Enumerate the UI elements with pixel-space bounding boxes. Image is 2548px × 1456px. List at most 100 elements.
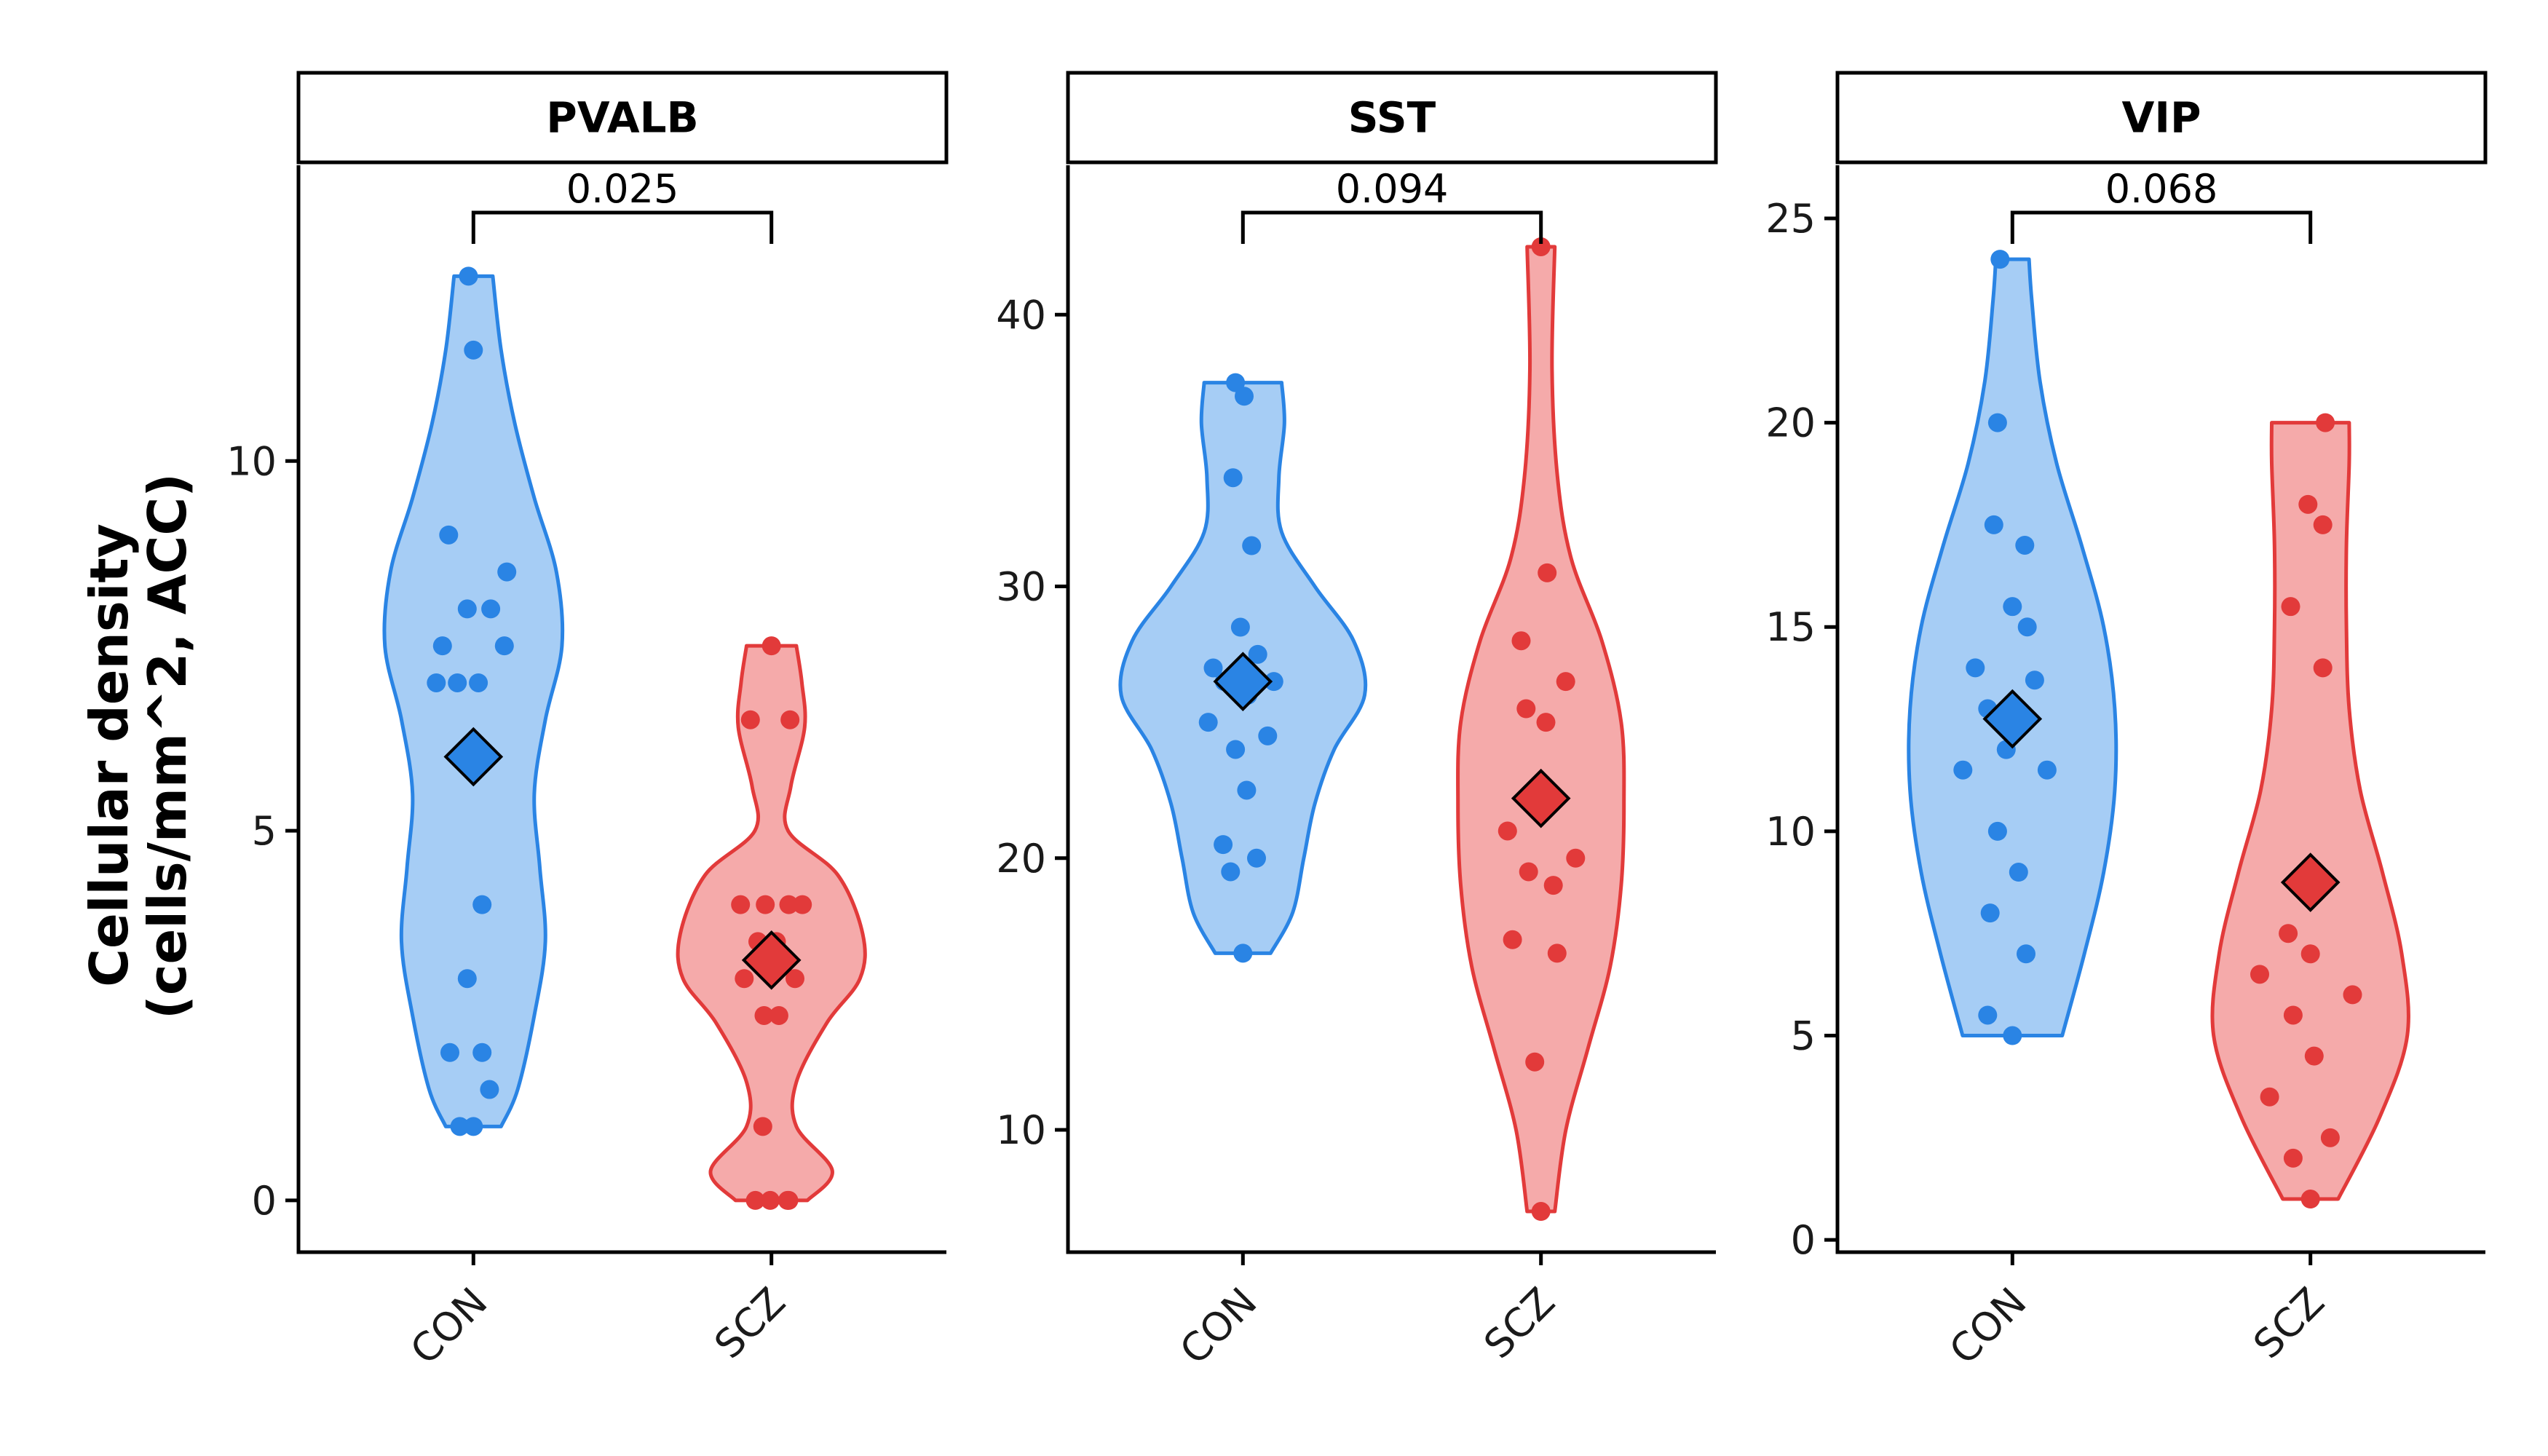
- y-tick-label-sst: 10: [996, 1107, 1046, 1153]
- point-vip-con: [1953, 760, 1973, 780]
- point-vip-con: [2015, 535, 2035, 555]
- point-vip-con: [2003, 597, 2022, 617]
- point-sst-con: [1223, 468, 1243, 488]
- x-tick-label-pvalb-con: CON: [402, 1279, 496, 1374]
- point-pvalb-con: [494, 636, 514, 656]
- point-pvalb-scz: [779, 895, 799, 914]
- point-vip-con: [1984, 515, 2003, 534]
- significance-bracket-sst: [1241, 210, 1543, 244]
- y-tick-label-sst: 20: [996, 836, 1046, 882]
- point-vip-scz: [2313, 515, 2333, 534]
- point-sst-scz: [1543, 876, 1563, 895]
- y-axis-label-line-2: (cells/mm^2, ACC): [137, 473, 198, 1019]
- point-vip-con: [2025, 670, 2044, 690]
- point-pvalb-con: [439, 525, 459, 545]
- point-sst-scz: [1525, 1052, 1545, 1072]
- point-pvalb-con: [459, 266, 478, 286]
- point-sst-con: [1230, 617, 1250, 637]
- point-pvalb-scz: [754, 1005, 774, 1025]
- p-value-vip: 0.068: [2105, 166, 2218, 212]
- point-pvalb-con: [457, 969, 477, 989]
- point-sst-scz: [1566, 848, 1586, 868]
- point-sst-con: [1226, 373, 1246, 392]
- point-pvalb-scz: [761, 1190, 780, 1210]
- point-vip-scz: [2283, 1148, 2303, 1168]
- y-tick-label-vip: 10: [1765, 809, 1816, 855]
- y-tick-label-pvalb: 5: [252, 808, 277, 854]
- point-sst-con: [1221, 862, 1241, 882]
- point-sst-scz: [1511, 631, 1531, 651]
- point-sst-scz: [1519, 862, 1538, 882]
- point-vip-con: [1990, 250, 2010, 269]
- point-vip-scz: [2304, 1046, 2324, 1066]
- point-vip-con: [1966, 658, 1985, 678]
- y-tick-label-vip: 5: [1791, 1013, 1816, 1059]
- point-pvalb-scz: [745, 1190, 765, 1210]
- mean-marker-vip-scz: [2280, 852, 2341, 912]
- significance-bracket-pvalb: [471, 210, 774, 244]
- point-pvalb-scz: [779, 1190, 799, 1210]
- point-sst-con: [1235, 387, 1254, 406]
- p-value-pvalb: 0.025: [566, 166, 679, 212]
- point-vip-con: [2009, 863, 2028, 882]
- point-pvalb-scz: [780, 710, 800, 729]
- x-tick-label-pvalb-scz: SCZ: [705, 1279, 794, 1368]
- point-pvalb-con: [432, 636, 452, 656]
- point-sst-con: [1258, 726, 1278, 745]
- point-sst-scz: [1531, 1202, 1551, 1222]
- strip-vip: [1835, 71, 2488, 165]
- point-sst-con: [1198, 713, 1218, 732]
- point-pvalb-scz: [756, 895, 775, 914]
- y-tick-label-sst: 30: [996, 564, 1046, 610]
- point-sst-scz: [1497, 821, 1517, 841]
- point-vip-con: [2017, 617, 2037, 637]
- point-vip-con: [2003, 1026, 2022, 1045]
- point-pvalb-con: [464, 1117, 483, 1136]
- point-vip-scz: [2279, 924, 2298, 943]
- mean-marker-sst-scz: [1511, 768, 1571, 828]
- point-pvalb-scz: [740, 710, 760, 729]
- panel-vip: VIP 0.068 0 5 10 15 20 25 CON SCZ: [1765, 71, 2488, 1374]
- point-sst-con: [1233, 943, 1253, 963]
- panel-sst: SST 0.094 10 20 30 40 CON SCZ: [996, 71, 1718, 1373]
- point-vip-con: [2017, 944, 2035, 964]
- point-vip-scz: [2281, 597, 2300, 617]
- point-sst-con: [1247, 848, 1266, 868]
- point-vip-con: [1978, 1005, 1998, 1025]
- point-pvalb-con: [450, 1117, 470, 1136]
- x-tick-label-vip-con: CON: [1941, 1279, 2035, 1374]
- panel-pvalb: PVALB 0.025 0 5 10 CON SCZ: [226, 71, 949, 1374]
- point-pvalb-scz: [769, 1005, 788, 1025]
- p-value-sst: 0.094: [1336, 166, 1449, 212]
- strip-pvalb: [296, 71, 949, 165]
- strip-label-vip: VIP: [2122, 93, 2201, 143]
- strip-sst: [1066, 71, 1718, 165]
- point-pvalb-con: [469, 673, 488, 692]
- x-tick-label-vip-scz: SCZ: [2244, 1279, 2333, 1368]
- strip-label-pvalb: PVALB: [546, 93, 699, 143]
- point-pvalb-con: [472, 895, 492, 914]
- point-vip-con: [1987, 413, 2007, 432]
- point-vip-con: [1987, 821, 2007, 841]
- point-vip-scz: [2260, 1087, 2279, 1107]
- y-tick-label-vip: 25: [1765, 196, 1816, 242]
- point-pvalb-scz: [793, 895, 812, 914]
- violin-vip-scz: [2210, 421, 2410, 1201]
- point-sst-con: [1226, 740, 1246, 759]
- y-axis-label-line-1: Cellular density: [79, 523, 140, 987]
- point-vip-scz: [2320, 1128, 2340, 1147]
- point-pvalb-con: [448, 673, 467, 692]
- point-vip-scz: [2250, 965, 2269, 984]
- mean-marker-vip-con: [1982, 689, 2043, 749]
- significance-bracket-vip: [2010, 210, 2313, 244]
- point-pvalb-con: [440, 1042, 459, 1062]
- point-sst-scz: [1536, 713, 1556, 732]
- point-pvalb-con: [481, 599, 501, 619]
- point-vip-scz: [2313, 658, 2333, 678]
- point-vip-scz: [2343, 985, 2362, 1005]
- mean-marker-sst-con: [1213, 652, 1273, 712]
- y-tick-label-pvalb: 0: [252, 1178, 277, 1224]
- point-sst-con: [1203, 658, 1223, 678]
- mean-marker-pvalb-scz: [741, 930, 802, 990]
